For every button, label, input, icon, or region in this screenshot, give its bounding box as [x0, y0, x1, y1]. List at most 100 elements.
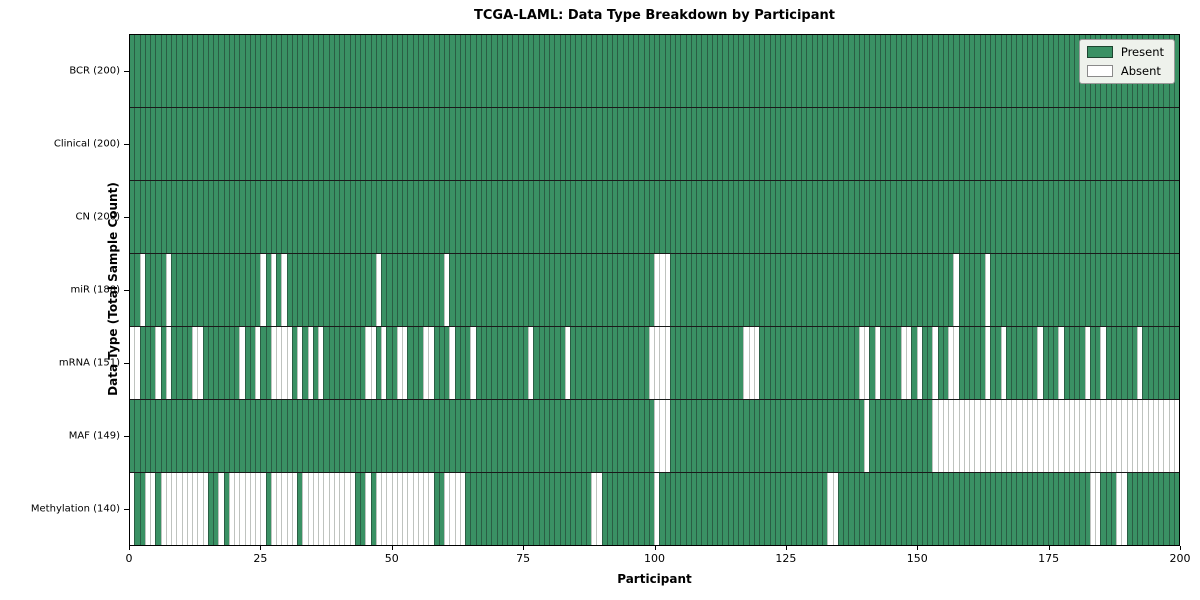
legend-present-label: Present: [1120, 45, 1164, 59]
cell: [885, 35, 891, 107]
cell: [223, 400, 229, 472]
cell: [391, 473, 397, 545]
cell: [1016, 181, 1022, 253]
cell: [470, 327, 476, 399]
cell: [711, 400, 717, 472]
cell: [339, 327, 345, 399]
cell: [601, 35, 607, 107]
cell: [512, 473, 518, 545]
cell: [265, 400, 271, 472]
cell: [591, 400, 597, 472]
cell: [349, 400, 355, 472]
cell: [921, 35, 927, 107]
cell: [717, 473, 723, 545]
cell: [932, 108, 938, 180]
cell: [890, 254, 896, 326]
cell: [130, 108, 135, 180]
cell: [701, 254, 707, 326]
cell: [507, 254, 513, 326]
cell: [538, 35, 544, 107]
cell: [727, 254, 733, 326]
cell: [816, 108, 822, 180]
cell: [1084, 108, 1090, 180]
cell: [570, 473, 576, 545]
cell: [932, 473, 938, 545]
cell: [554, 35, 560, 107]
cell: [365, 181, 371, 253]
cell: [1047, 327, 1053, 399]
cell: [659, 181, 665, 253]
cell: [885, 181, 891, 253]
cell: [407, 108, 413, 180]
cell: [312, 108, 318, 180]
cell: [181, 181, 187, 253]
cell: [349, 327, 355, 399]
cell: [428, 327, 434, 399]
cell: [664, 108, 670, 180]
cell: [869, 473, 875, 545]
cell: [459, 327, 465, 399]
cell: [701, 181, 707, 253]
cell: [911, 108, 917, 180]
cell: [816, 35, 822, 107]
cell: [512, 181, 518, 253]
cell: [228, 254, 234, 326]
cell: [528, 400, 534, 472]
cell: [339, 181, 345, 253]
cell: [297, 181, 303, 253]
cell: [916, 327, 922, 399]
cell: [822, 327, 828, 399]
cell: [428, 254, 434, 326]
cell: [507, 108, 513, 180]
cell: [748, 108, 754, 180]
cell: [1100, 108, 1106, 180]
cell: [738, 400, 744, 472]
cell: [648, 35, 654, 107]
cell: [869, 400, 875, 472]
cell: [512, 400, 518, 472]
cell: [449, 35, 455, 107]
cell: [722, 35, 728, 107]
cell: [381, 327, 387, 399]
cell: [134, 35, 140, 107]
cell: [155, 400, 161, 472]
cell: [1005, 181, 1011, 253]
cell: [496, 327, 502, 399]
cell: [480, 327, 486, 399]
cell: [696, 400, 702, 472]
cell: [134, 108, 140, 180]
heatmap-rows: [130, 35, 1179, 545]
cell: [580, 254, 586, 326]
cell: [192, 35, 198, 107]
cell: [1047, 181, 1053, 253]
x-tick-mark: [1049, 546, 1050, 550]
cell: [192, 400, 198, 472]
cell: [1116, 181, 1122, 253]
cell: [858, 473, 864, 545]
cell: [570, 254, 576, 326]
cell: [281, 254, 287, 326]
cell: [874, 254, 880, 326]
cell: [354, 35, 360, 107]
cell: [984, 181, 990, 253]
cell: [832, 400, 838, 472]
cell: [475, 473, 481, 545]
cell: [937, 35, 943, 107]
cell: [832, 181, 838, 253]
cell: [302, 327, 308, 399]
cell: [491, 254, 497, 326]
cell: [738, 181, 744, 253]
cell: [648, 254, 654, 326]
cell: [722, 254, 728, 326]
cell: [575, 108, 581, 180]
cell: [454, 400, 460, 472]
cell: [155, 181, 161, 253]
cell: [895, 181, 901, 253]
cell: [402, 400, 408, 472]
cell: [932, 181, 938, 253]
cell: [580, 181, 586, 253]
cell: [375, 327, 381, 399]
cell: [433, 108, 439, 180]
cell: [643, 108, 649, 180]
cell: [1131, 181, 1137, 253]
